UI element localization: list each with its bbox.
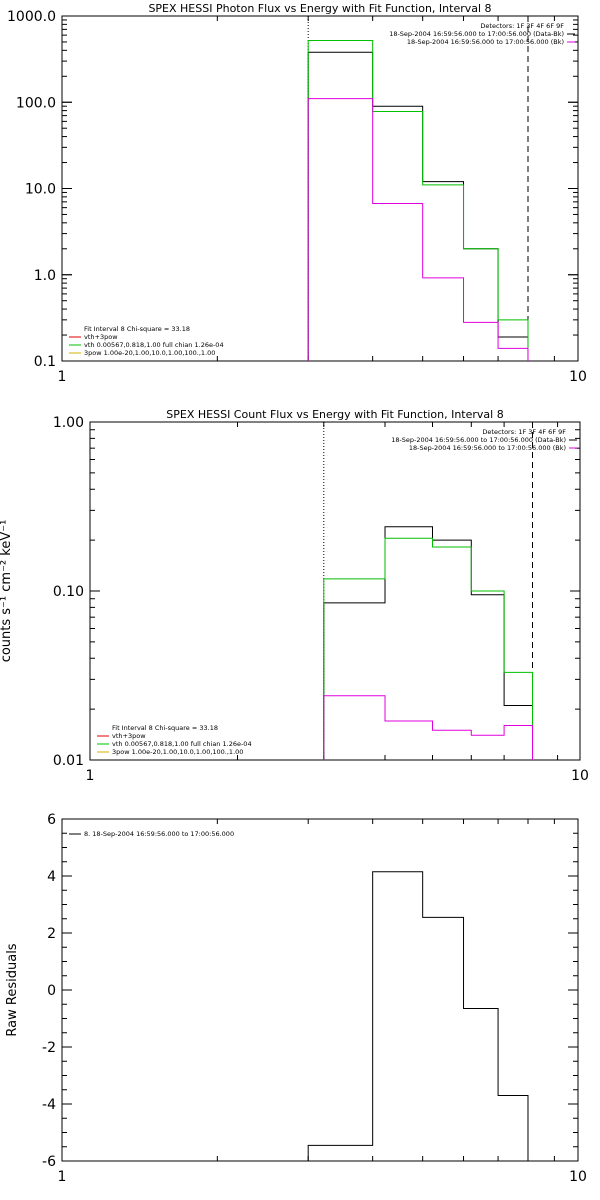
x-tick-label: 1	[86, 768, 95, 784]
y-tick-label: 4	[47, 869, 56, 885]
y-tick-label: 10.0	[25, 182, 56, 198]
y-tick-label: 100.0	[16, 95, 56, 111]
y-tick-label: 6	[47, 812, 56, 828]
y-tick-label: -4	[42, 1097, 56, 1113]
axes-frame	[89, 421, 581, 761]
series-line-1	[323, 526, 534, 760]
axes-frame	[61, 818, 579, 1162]
legend-text: 18-Sep-2004 16:59:56.000 to 17:00:56.000…	[409, 444, 566, 452]
y-tick-label: 0.10	[53, 584, 84, 600]
chart-title: SPEX HESSI Count Flux vs Energy with Fit…	[166, 408, 503, 421]
series-line-2	[307, 39, 529, 361]
legend-text: 3pow 1.00e-20,1.00,10.0,1.00,100.,1.00	[112, 748, 243, 756]
legend-text: 18-Sep-2004 16:59:56.000 to 17:00:56.000…	[407, 38, 564, 46]
series-line-3	[323, 695, 534, 760]
y-tick-label: 1.0	[34, 268, 56, 284]
y-tick-label: 1.00	[53, 415, 84, 431]
legend-text: vth+3pow	[112, 732, 146, 740]
x-tick-label: 10	[569, 369, 587, 385]
legend-text: 18-Sep-2004 16:59:56.000 to 17:00:56.000…	[391, 436, 566, 444]
legend-text: 3pow 1.00e-20,1.00,10.0,1.00,100.,1.00	[84, 349, 215, 357]
y-tick-label: 0	[47, 983, 56, 999]
x-tick-label: 10	[569, 1169, 587, 1185]
legend-text: vth+3pow	[84, 333, 118, 341]
legend-text: Detectors: 1F 3F 4F 6F 9F	[480, 22, 564, 30]
legend-text: Fit Interval 8 Chi-square = 33.18	[112, 724, 218, 732]
legend-text: vth 0.00567,0.818,1.00 full chian 1.26e-…	[84, 341, 224, 349]
legend-text: 18-Sep-2004 16:59:56.000 to 17:00:56.000…	[389, 30, 564, 38]
x-tick-label: 1	[58, 369, 67, 385]
axes-frame	[61, 15, 579, 362]
legend-text: 8. 18-Sep-2004 16:59:56.000 to 17:00:56.…	[84, 830, 234, 838]
y-tick-label: 2	[47, 926, 56, 942]
chart-title: SPEX HESSI Photon Flux vs Energy with Fi…	[148, 2, 491, 15]
y-axis-label: counts s⁻¹ cm⁻² keV⁻¹	[0, 520, 14, 663]
y-tick-label: -6	[42, 1154, 56, 1170]
series-line-3	[307, 98, 529, 361]
y-tick-label: -2	[42, 1040, 56, 1056]
chart-panel-3: Raw Residuals 1 10 -6 -4 -2 0 2 4 6 8. 18-Sep-2004…	[5, 812, 587, 1185]
y-tick-label: 1000.0	[7, 9, 56, 25]
y-axis-label: Raw Residuals	[5, 943, 20, 1036]
y-tick-label: 0.1	[34, 354, 56, 370]
chart-panel-1: SPEX HESSI Photon Flux vs Energy with Fi…	[7, 2, 587, 385]
chart-panel-2: SPEX HESSI Count Flux vs Energy with Fit…	[0, 408, 589, 784]
series-line-1	[307, 51, 529, 361]
legend-text: vth 0.00567,0.818,1.00 full chian 1.26e-…	[112, 740, 252, 748]
series-line-1	[307, 871, 529, 1161]
x-tick-label: 1	[58, 1169, 67, 1185]
series-line-2	[323, 537, 534, 760]
legend-text: Fit Interval 8 Chi-square = 33.18	[84, 325, 190, 333]
legend-text: Detectors: 1F 3F 4F 6F 9F	[482, 428, 566, 436]
x-tick-label: 10	[571, 768, 589, 784]
y-tick-label: 0.01	[53, 753, 84, 769]
